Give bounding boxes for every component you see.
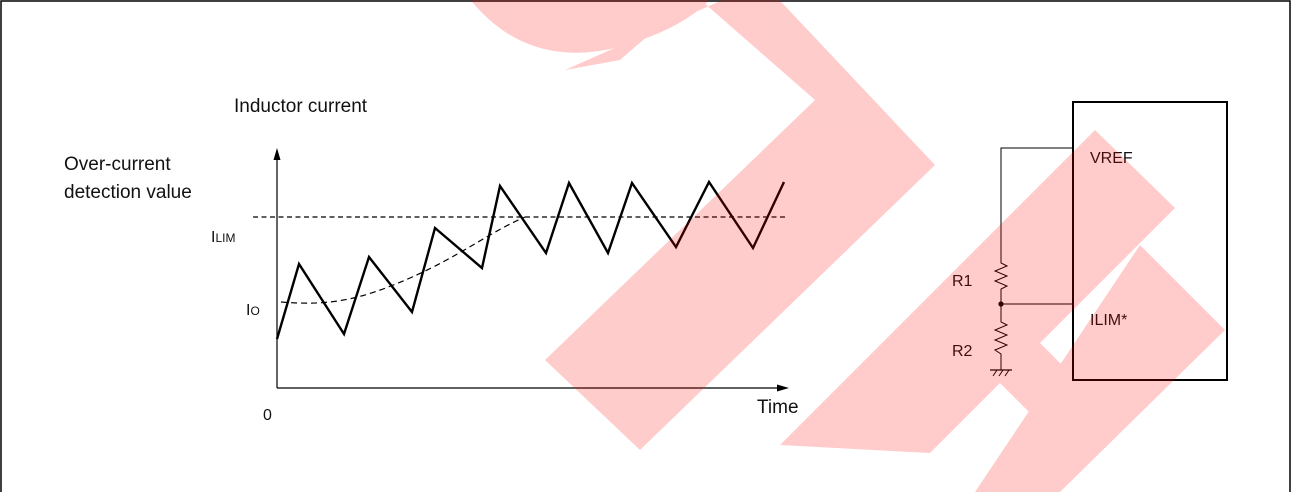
r1-resistor <box>993 258 1009 304</box>
r1-label: R1 <box>952 273 973 290</box>
io-label-main: I <box>246 302 250 319</box>
x-axis-arrow <box>777 384 789 392</box>
origin-label: 0 <box>263 407 272 424</box>
io-label-sub: O <box>250 304 259 318</box>
watermark-letter-t <box>975 245 1225 492</box>
ilim-label: ILIM <box>211 229 235 246</box>
vref-pin-label: VREF <box>1090 150 1133 167</box>
ic-box <box>1072 101 1228 381</box>
ground-icon <box>990 369 1012 377</box>
ilim-label-main: I <box>211 229 215 246</box>
inductor-current-waveform <box>275 179 786 340</box>
watermark-soft <box>470 0 1225 492</box>
ilim-circuit: VREF ILIM* R1 R2 <box>952 101 1228 381</box>
r2-resistor <box>993 304 1009 370</box>
y-axis-title: Inductor current <box>234 96 368 117</box>
ilim-label-sub: LIM <box>215 231 235 245</box>
ilim-pin-label: ILIM* <box>1090 312 1127 329</box>
watermark-letter-o <box>545 0 935 450</box>
x-axis-title: Time <box>757 397 799 418</box>
watermark-letter-f <box>780 130 1175 453</box>
average-current-curve <box>280 216 526 304</box>
detection-label-line2: detection value <box>64 182 192 203</box>
y-axis-arrow <box>273 148 281 160</box>
watermark-letter-s <box>470 0 710 53</box>
vref-wire <box>1000 147 1073 258</box>
current-graph: Inductor current Over-current detection … <box>64 96 799 424</box>
r2-label: R2 <box>952 343 973 360</box>
io-label: IO <box>246 302 260 319</box>
detection-label-line1: Over-current <box>64 154 171 175</box>
